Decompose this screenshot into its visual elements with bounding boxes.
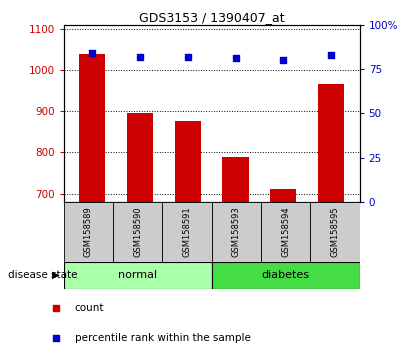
Bar: [212, 202, 261, 262]
Text: GSM158595: GSM158595: [330, 206, 339, 257]
Text: GSM158589: GSM158589: [84, 206, 93, 257]
Title: GDS3153 / 1390407_at: GDS3153 / 1390407_at: [139, 11, 284, 24]
Bar: [270, 189, 296, 202]
Point: [280, 57, 286, 63]
Bar: [127, 113, 153, 202]
Bar: [212, 262, 360, 289]
Text: diabetes: diabetes: [262, 270, 309, 280]
Bar: [79, 53, 106, 202]
Point: [89, 50, 96, 56]
Point: [185, 54, 191, 59]
Text: normal: normal: [118, 270, 157, 280]
Text: GSM158593: GSM158593: [232, 206, 241, 257]
Text: GSM158591: GSM158591: [182, 206, 192, 257]
Bar: [113, 202, 162, 262]
Point: [137, 54, 143, 59]
Text: GSM158590: GSM158590: [133, 206, 142, 257]
Bar: [310, 202, 360, 262]
Bar: [162, 202, 212, 262]
Text: ▶: ▶: [52, 270, 60, 280]
Bar: [175, 121, 201, 202]
Point: [328, 52, 334, 58]
Text: disease state: disease state: [8, 270, 78, 280]
Point: [232, 56, 239, 61]
Bar: [64, 262, 212, 289]
Text: GSM158594: GSM158594: [281, 206, 290, 257]
Text: percentile rank within the sample: percentile rank within the sample: [75, 333, 251, 343]
Point: [313, 202, 320, 207]
Bar: [318, 85, 344, 202]
Bar: [222, 156, 249, 202]
Text: count: count: [75, 303, 104, 313]
Bar: [261, 202, 310, 262]
Bar: [64, 202, 113, 262]
